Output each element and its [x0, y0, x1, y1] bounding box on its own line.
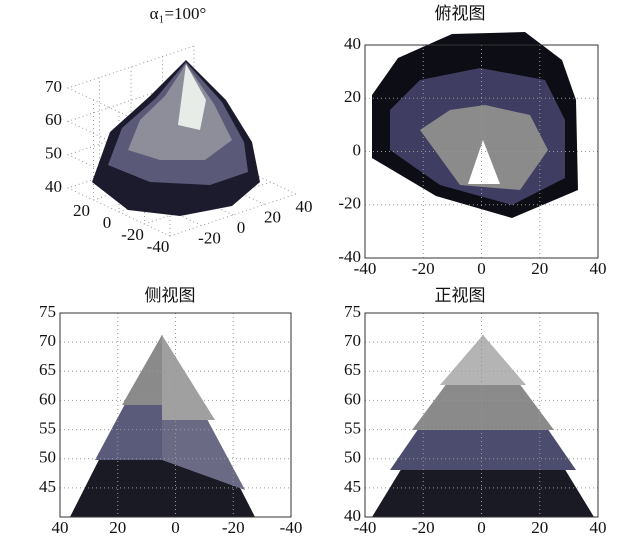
chart-title: 俯视图 [435, 4, 486, 23]
y-tick-label: 65 [344, 360, 361, 379]
x-tick-label: -40 [280, 518, 303, 537]
y-tick-label: 60 [344, 389, 361, 408]
y-tick-label: -40 [147, 237, 170, 256]
x-tick-label: 40 [52, 518, 69, 537]
x-tick-label: 40 [590, 259, 607, 278]
x-tick-label: -20 [412, 259, 435, 278]
y-tick-label: 65 [39, 360, 56, 379]
x-tick-label: 20 [531, 259, 548, 278]
y-tick-label: 55 [39, 418, 56, 437]
x-tick-label: -20 [198, 228, 221, 247]
x-tick-label: 0 [171, 518, 180, 537]
y-tick-label: 50 [344, 448, 361, 467]
x-tick-label: -20 [222, 518, 245, 537]
x-tick-label: 0 [477, 518, 486, 537]
z-tick-label: 40 [45, 177, 62, 196]
z-tick-label: 50 [45, 144, 62, 163]
y-tick-label: 45 [344, 477, 361, 496]
y-tick-label: 0 [353, 140, 362, 159]
chart-title: 侧视图 [145, 286, 196, 305]
y-tick-label: 75 [344, 302, 361, 321]
y-tick-label: 70 [39, 331, 56, 350]
y-tick-label: -40 [338, 247, 361, 266]
chart-title: α₁=100° [150, 4, 207, 23]
x-tick-label: 0 [477, 259, 486, 278]
y-tick-label: 45 [39, 477, 56, 496]
y-tick-label: -20 [121, 225, 144, 244]
surfaces [70, 32, 594, 517]
chart-title: 正视图 [435, 286, 486, 305]
y-tick-label: 55 [344, 418, 361, 437]
x-tick-label: 40 [590, 518, 607, 537]
y-tick-label: 20 [73, 201, 90, 220]
y-tick-label: 0 [103, 213, 112, 232]
z-tick-label: 70 [45, 77, 62, 96]
surface-side-band [162, 335, 215, 420]
figure: α₁=100°40506070-2002040-40-20020俯视图-40-2… [0, 0, 627, 538]
z-tick-label: 60 [45, 110, 62, 129]
x-tick-label: -20 [412, 518, 435, 537]
y-tick-label: 40 [344, 506, 361, 525]
y-tick-label: 60 [39, 389, 56, 408]
y-tick-label: 50 [39, 448, 56, 467]
y-tick-label: 70 [344, 331, 361, 350]
x-tick-label: 0 [237, 218, 246, 237]
x-tick-label: 20 [109, 518, 126, 537]
y-tick-label: -20 [338, 194, 361, 213]
y-tick-label: 75 [39, 302, 56, 321]
y-tick-label: 40 [344, 34, 361, 53]
y-tick-label: 20 [344, 87, 361, 106]
x-tick-label: 20 [264, 207, 281, 226]
surface-side-band [122, 335, 162, 405]
x-tick-label: 20 [531, 518, 548, 537]
x-tick-label: 40 [296, 197, 313, 216]
